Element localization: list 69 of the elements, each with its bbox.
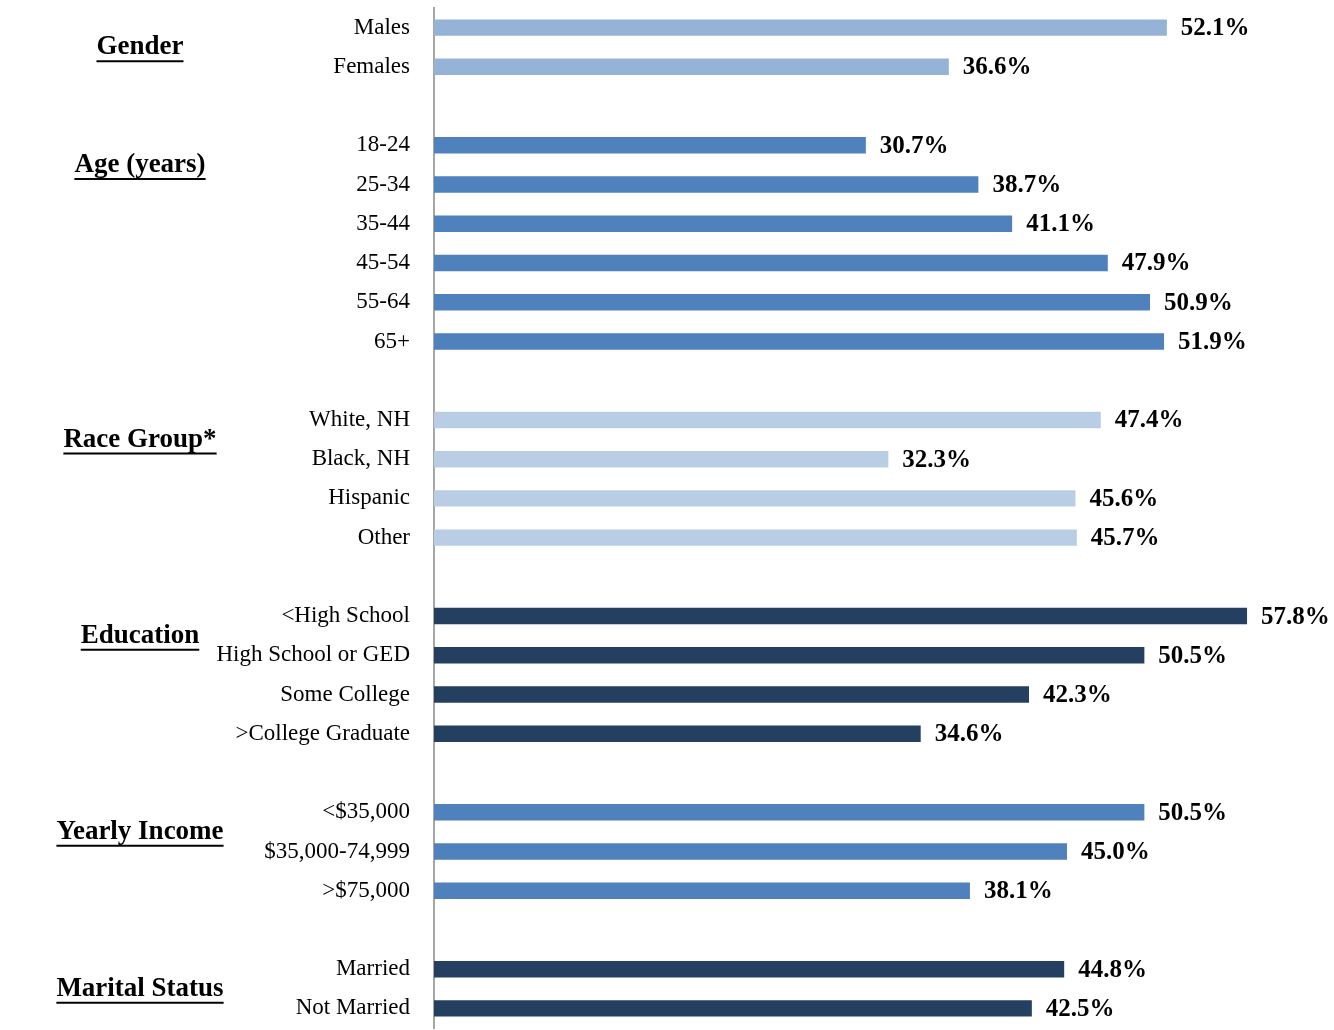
y-tick-label: 45-54 bbox=[356, 249, 411, 275]
data-label: 51.9% bbox=[1178, 326, 1247, 354]
data-label: 47.4% bbox=[1114, 405, 1184, 433]
bar bbox=[434, 607, 1248, 625]
text: Yearly Income bbox=[56, 814, 224, 845]
y-tick-label: White, NH bbox=[309, 405, 410, 431]
y-tick-label: 65+ bbox=[374, 327, 410, 353]
y-tick-label: Hispanic bbox=[328, 484, 410, 510]
y-tick-label: High School or GED bbox=[216, 641, 410, 667]
data-label: 30.7% bbox=[879, 130, 949, 158]
bar bbox=[434, 686, 1030, 703]
bar bbox=[434, 725, 921, 743]
text: Age (years) bbox=[74, 147, 206, 178]
data-label: 50.9% bbox=[1163, 287, 1233, 315]
bar bbox=[434, 333, 1165, 350]
bar bbox=[434, 490, 1076, 507]
y-tick-label: <High School bbox=[281, 602, 410, 628]
data-label: 57.8% bbox=[1261, 601, 1330, 629]
y-tick-label: Other bbox=[357, 523, 411, 549]
data-label: 42.5% bbox=[1045, 993, 1115, 1021]
y-tick-label: Males bbox=[353, 13, 411, 39]
data-label: 47.9% bbox=[1121, 248, 1191, 276]
y-tick-label: 55-64 bbox=[356, 288, 411, 314]
bar bbox=[434, 882, 970, 899]
data-label: 32.3% bbox=[902, 444, 972, 472]
data-label: 41.1% bbox=[1026, 209, 1095, 237]
y-tick-label: 25-34 bbox=[356, 170, 411, 196]
text: Education bbox=[80, 618, 200, 649]
y-tick-label: >$75,000 bbox=[322, 876, 410, 902]
data-label: 45.6% bbox=[1089, 483, 1159, 511]
bar bbox=[434, 450, 889, 468]
bar bbox=[434, 19, 1167, 36]
bar bbox=[434, 1000, 1032, 1017]
y-tick-label: 18-24 bbox=[356, 131, 411, 157]
y-tick-label: Some College bbox=[280, 680, 410, 706]
y-tick-label: <$35,000 bbox=[322, 798, 410, 824]
y-tick-label: $35,000-74,999 bbox=[264, 837, 410, 863]
y-tick-label: Married bbox=[335, 955, 411, 981]
text: Race Group* bbox=[63, 422, 217, 453]
bar bbox=[434, 137, 866, 154]
data-label: 45.7% bbox=[1090, 523, 1160, 551]
data-label: 36.6% bbox=[962, 52, 1032, 80]
bar bbox=[434, 176, 979, 193]
bar bbox=[434, 411, 1101, 429]
bar bbox=[434, 58, 949, 76]
text: Gender bbox=[96, 30, 184, 61]
data-label: 52.1% bbox=[1180, 13, 1250, 41]
data-label: 50.5% bbox=[1158, 640, 1228, 668]
bar bbox=[434, 803, 1145, 821]
bar bbox=[434, 529, 1077, 546]
data-label: 38.7% bbox=[992, 169, 1062, 197]
y-tick-label: Not Married bbox=[295, 994, 411, 1020]
data-label: 34.6% bbox=[934, 719, 1004, 747]
data-label: 38.1% bbox=[983, 876, 1053, 904]
y-tick-label: >College Graduate bbox=[235, 719, 410, 745]
bar bbox=[434, 254, 1108, 272]
data-label: 50.5% bbox=[1158, 797, 1228, 825]
bar bbox=[434, 647, 1145, 664]
bar bbox=[434, 293, 1150, 311]
bar bbox=[434, 843, 1067, 860]
bar bbox=[434, 215, 1013, 233]
data-label: 45.0% bbox=[1081, 836, 1150, 864]
y-tick-label: Females bbox=[333, 52, 411, 78]
data-label: 44.8% bbox=[1078, 954, 1147, 982]
y-tick-label: 35-44 bbox=[356, 209, 411, 235]
bar bbox=[434, 960, 1065, 978]
data-label: 42.3% bbox=[1043, 679, 1112, 707]
text: Marital Status bbox=[56, 971, 224, 1002]
y-tick-label: Black, NH bbox=[311, 445, 410, 471]
